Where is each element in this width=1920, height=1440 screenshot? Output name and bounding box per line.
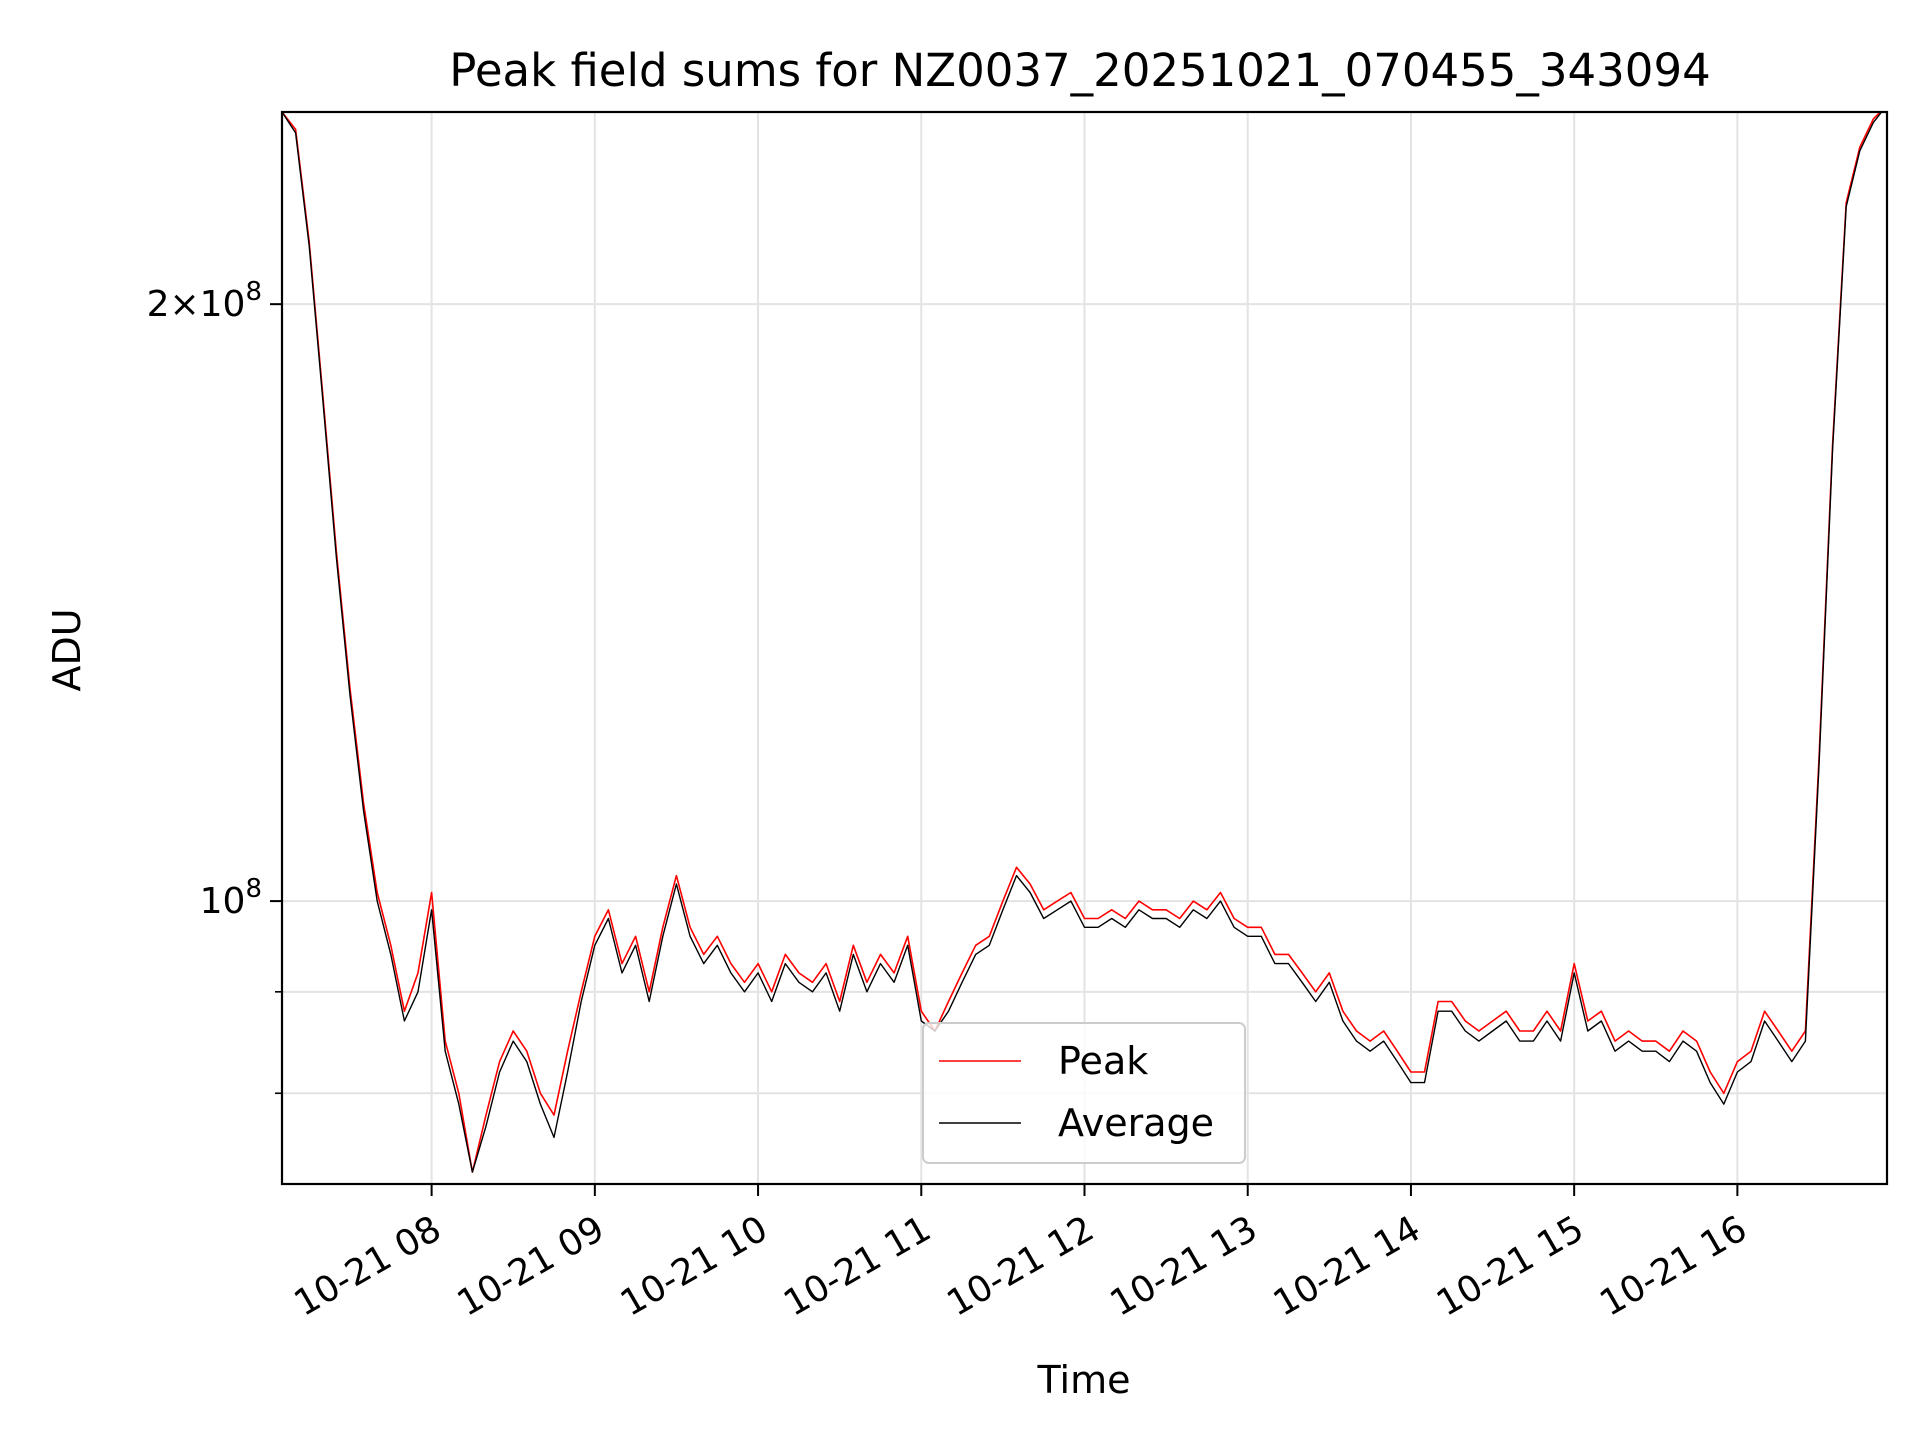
legend-average-label: Average bbox=[1058, 1101, 1214, 1145]
series-line-average bbox=[282, 112, 1883, 1173]
legend-box bbox=[922, 1022, 1246, 1164]
series-layer bbox=[282, 112, 1883, 1173]
legend: Peak Average bbox=[922, 1022, 1246, 1164]
series-line-peak bbox=[282, 112, 1882, 1173]
legend-peak-label: Peak bbox=[1058, 1039, 1148, 1083]
y-tick-label: 2×108 bbox=[147, 277, 262, 325]
y-axis-label: ADU bbox=[45, 608, 89, 691]
y-axis-ticks: 108 2×108 bbox=[147, 277, 282, 1095]
y-tick-label: 108 bbox=[200, 874, 262, 922]
x-axis-label: Time bbox=[1037, 1358, 1131, 1402]
chart-title: Peak field sums for NZ0037_20251021_0704… bbox=[449, 44, 1710, 97]
grid bbox=[282, 112, 1887, 1184]
